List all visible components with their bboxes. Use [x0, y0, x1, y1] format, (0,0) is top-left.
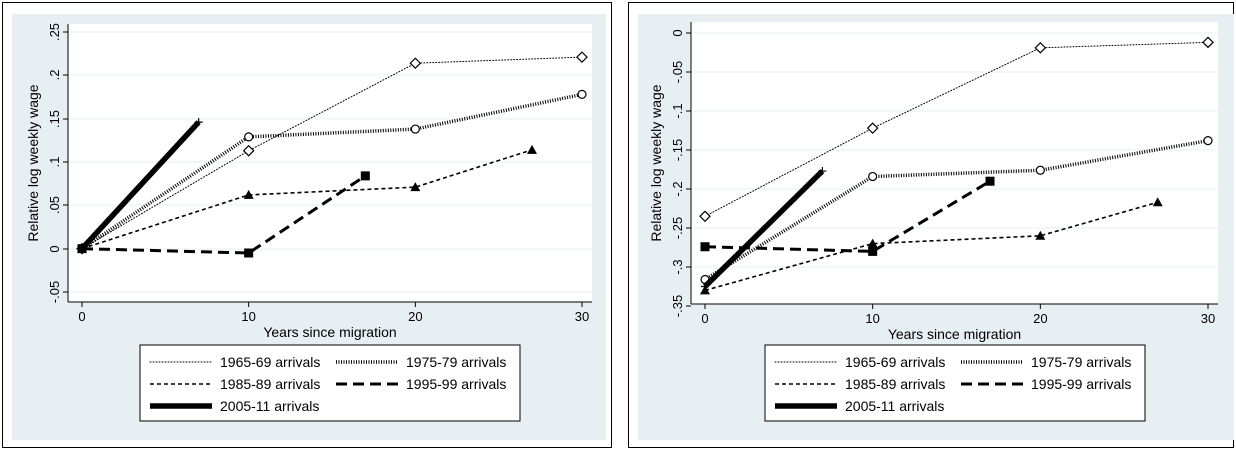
y-tick-label: -.1 — [670, 103, 685, 118]
series-1995-99 — [700, 176, 995, 256]
x-tick-label: 30 — [1201, 311, 1215, 326]
y-tick-label: .25 — [47, 23, 62, 41]
series-line — [81, 149, 533, 250]
series-line — [704, 41, 1209, 217]
data-point — [1034, 41, 1047, 54]
data-point — [868, 246, 878, 256]
data-point — [409, 57, 422, 70]
data-point — [577, 89, 587, 100]
legend-label: 2005-11 arrivals — [845, 398, 944, 414]
y-axis-title: Relative log weekly wage — [25, 84, 41, 241]
legend-label: 1975-79 arrivals — [1031, 354, 1131, 370]
series-line — [704, 138, 1209, 281]
x-tick-label: 0 — [78, 309, 85, 324]
x-tick-label: 10 — [865, 311, 879, 326]
legend: 1965-69 arrivals 1975-79 arrivals 1985-89 … — [764, 344, 1146, 422]
y-tick-label: .15 — [47, 110, 62, 128]
legend-box — [139, 344, 521, 422]
series-2005-11 — [78, 118, 203, 253]
data-point — [818, 167, 827, 176]
y-tick-label: .05 — [47, 196, 62, 214]
legend-label: 1965-69 arrivals — [845, 354, 945, 370]
series-line — [79, 120, 201, 251]
series-1965-69 — [699, 36, 1214, 223]
legend-label: 1985-89 arrivals — [220, 376, 320, 392]
data-point — [699, 210, 711, 223]
data-point — [78, 244, 86, 253]
data-point — [410, 124, 420, 134]
legend-label: 2005-11 arrivals — [220, 398, 319, 414]
data-point — [576, 51, 588, 63]
x-tick-label: 30 — [575, 309, 589, 324]
x-tick-label: 20 — [408, 309, 422, 324]
x-axis-title: Years since migration — [888, 326, 1021, 342]
y-tick-label: -.25 — [670, 217, 685, 239]
data-point — [1035, 165, 1045, 175]
x-tick-label: 10 — [241, 309, 255, 324]
series-2005-11 — [701, 167, 827, 291]
data-point — [867, 238, 878, 248]
y-tick-label: .1 — [47, 157, 62, 168]
data-point — [527, 144, 537, 154]
y-tick-label: -.15 — [670, 139, 685, 161]
series-line — [704, 179, 991, 253]
data-point — [360, 171, 370, 181]
data-point — [701, 282, 709, 291]
y-axis-title: Relative log weekly wage — [648, 84, 664, 241]
series-1985-89 — [700, 197, 1163, 295]
data-point — [700, 242, 710, 252]
data-point — [244, 248, 254, 258]
data-point — [1202, 36, 1214, 49]
y-tick-label: -.05 — [47, 281, 62, 303]
data-point — [1203, 136, 1213, 146]
series-line — [81, 92, 583, 251]
data-point — [1152, 197, 1163, 207]
series-1975-79 — [700, 136, 1213, 285]
x-axis-title: Years since migration — [263, 324, 396, 340]
series-line — [81, 56, 583, 250]
legend: 1965-69 arrivals 1975-79 arrivals 1985-89 … — [139, 344, 521, 422]
data-point — [243, 189, 254, 199]
series-line — [81, 174, 367, 255]
chart-left: -.05 0 .05 .1 .15 .2 .25 0 10 20 30 Years since mig… — [12, 14, 606, 440]
y-tick-label: -.35 — [670, 295, 685, 317]
series-line — [704, 201, 1158, 292]
data-point — [242, 144, 255, 157]
data-point — [194, 118, 203, 127]
x-tick-label: 0 — [701, 311, 708, 326]
y-tick-label: 0 — [670, 29, 685, 36]
series-line — [703, 169, 825, 289]
data-point — [244, 132, 254, 142]
plot-area — [691, 22, 1218, 304]
y-tick-label: -.3 — [670, 259, 685, 274]
y-tick-label: 0 — [47, 245, 62, 252]
chart-right: 0 -.05 -.1 -.15 -.2 -.25 -.3 -.35 0 10 20 30 Years s… — [638, 14, 1234, 440]
legend-label: 1975-79 arrivals — [406, 354, 506, 370]
data-point — [1035, 230, 1046, 240]
legend-label: 1985-89 arrivals — [845, 376, 945, 392]
data-point — [410, 182, 421, 192]
data-point — [985, 176, 995, 186]
plot-area — [68, 24, 592, 302]
data-point — [866, 122, 879, 135]
legend-label: 1965-69 arrivals — [220, 354, 320, 370]
legend-label: 1995-99 arrivals — [1031, 376, 1131, 392]
x-tick-label: 20 — [1033, 311, 1047, 326]
data-point — [868, 171, 878, 182]
y-tick-label: -.2 — [670, 181, 685, 196]
y-tick-label: .2 — [47, 70, 62, 81]
y-tick-label: -.05 — [670, 61, 685, 83]
legend-label: 1995-99 arrivals — [406, 376, 506, 392]
